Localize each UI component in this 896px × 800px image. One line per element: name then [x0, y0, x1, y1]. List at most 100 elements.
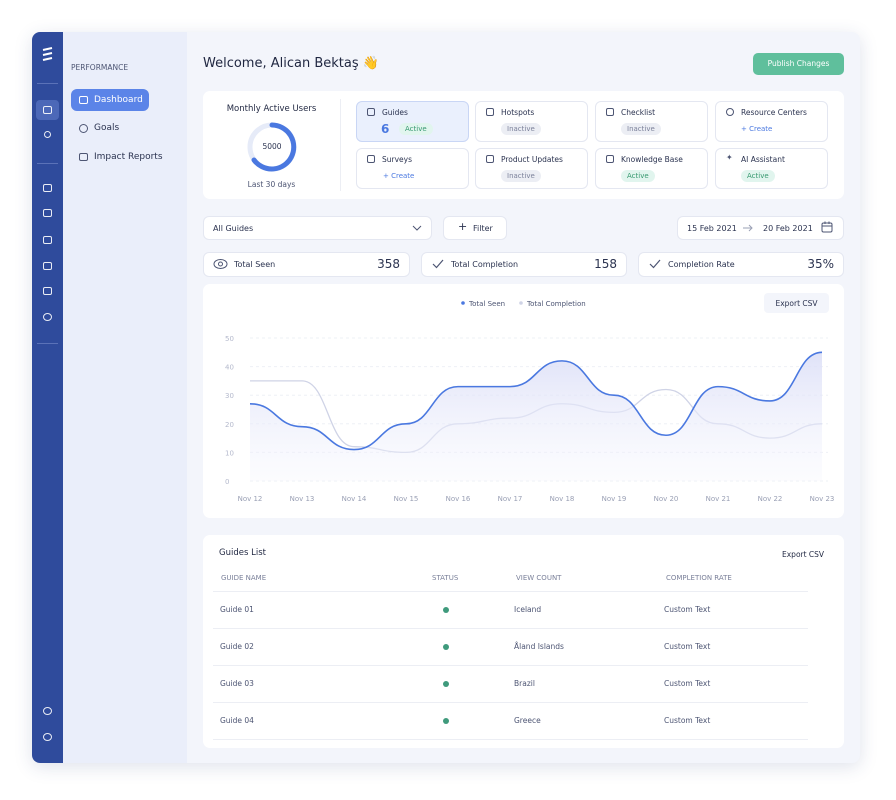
- export-button[interactable]: [764, 293, 829, 313]
- tile-label: Product Updates: [501, 155, 563, 164]
- rail-icon[interactable]: [43, 313, 52, 321]
- welcome-title: Welcome, Alican Bektaş 👋: [203, 56, 379, 71]
- completion-rate: Custom Text: [664, 642, 711, 651]
- tile-status: Inactive: [621, 123, 661, 135]
- mau-title: Monthly Active Users: [226, 104, 317, 114]
- date-range[interactable]: [677, 216, 844, 240]
- tile[interactable]: Surveys + Create: [356, 148, 469, 189]
- x-tick-label: Nov 13: [290, 495, 315, 503]
- nav-active[interactable]: [71, 89, 149, 111]
- tile-label: Knowledge Base: [621, 155, 683, 164]
- rail-active[interactable]: [36, 100, 59, 120]
- calendar-icon: [821, 221, 833, 233]
- stat-value: 35%: [807, 257, 834, 271]
- tile[interactable]: Resource Centers + Create: [715, 101, 828, 142]
- status-dot: [443, 607, 449, 613]
- view-count: Greece: [514, 716, 541, 725]
- guide-dropdown[interactable]: [203, 216, 432, 240]
- tile-status: Active: [399, 123, 433, 135]
- tile-label: Checklist: [621, 108, 656, 117]
- nav-item[interactable]: Goals: [94, 123, 120, 133]
- check-icon: [432, 259, 444, 269]
- guide-name: Guide 02: [220, 642, 254, 651]
- tile-status: Inactive: [501, 170, 541, 182]
- x-tick-label: Nov 19: [602, 495, 627, 503]
- y-tick-label: 20: [225, 421, 234, 429]
- rail-icon[interactable]: [43, 287, 52, 295]
- tile[interactable]: Checklist Inactive: [595, 101, 708, 142]
- export-label[interactable]: Export CSV: [775, 299, 818, 308]
- x-tick-label: Nov 17: [498, 495, 523, 503]
- rail-icon[interactable]: [43, 733, 52, 741]
- filter-button[interactable]: [443, 216, 507, 240]
- nav-icon: [79, 124, 88, 133]
- rail-icon[interactable]: [43, 209, 52, 217]
- publish-button[interactable]: Publish Changes: [753, 53, 844, 75]
- completion-rate: Custom Text: [664, 605, 711, 614]
- completion-rate: Custom Text: [664, 716, 711, 725]
- rail-icon[interactable]: [43, 106, 52, 114]
- completion-rate: Custom Text: [664, 679, 711, 688]
- tile-label: Guides: [382, 108, 408, 117]
- divider: [340, 99, 341, 191]
- tile-label: Surveys: [382, 155, 412, 164]
- stat-card: [638, 252, 844, 277]
- x-tick-label: Nov 22: [758, 495, 783, 503]
- arrow: [743, 224, 753, 232]
- legend-label: Total Seen: [468, 300, 505, 308]
- chevron: [412, 225, 422, 231]
- nav-icon: [79, 96, 88, 104]
- rail-icon[interactable]: [43, 262, 52, 270]
- table-title: Guides List: [219, 548, 266, 558]
- y-tick-label: 40: [225, 364, 234, 372]
- x-tick-label: Nov 14: [342, 495, 367, 503]
- tile[interactable]: ✦ AI Assistant Active: [715, 148, 828, 189]
- legend-swatch: [461, 301, 465, 305]
- table-export[interactable]: Export CSV: [782, 550, 825, 559]
- view-count: Åland Islands: [514, 642, 564, 651]
- rail-icon[interactable]: [44, 131, 51, 138]
- chart: Export CSV 0 10 20 30 40 50 Nov 12 Nov 13 Nov 14…: [203, 284, 844, 518]
- tile[interactable]: Hotspots Inactive: [475, 101, 588, 142]
- guide-name: Guide 01: [220, 605, 254, 614]
- guide-name: Guide 03: [220, 679, 254, 688]
- y-tick-label: 10: [225, 449, 234, 457]
- guides-card: [203, 535, 844, 748]
- tile[interactable]: Knowledge Base Active: [595, 148, 708, 189]
- rail-icon[interactable]: [43, 707, 52, 715]
- column-header: VIEW COUNT: [516, 574, 562, 582]
- nav-item[interactable]: Dashboard: [94, 95, 143, 105]
- dropdown-value: All Guides: [213, 224, 254, 233]
- rail-divider: [37, 83, 58, 84]
- tile[interactable]: Product Updates Inactive: [475, 148, 588, 189]
- view-count: Brazil: [514, 679, 535, 688]
- column-header: COMPLETION RATE: [666, 574, 732, 582]
- tile-status[interactable]: + Create: [383, 172, 415, 180]
- logo: [42, 47, 53, 61]
- column-header: GUIDE NAME: [221, 574, 267, 582]
- mau-period: Last 30 days: [247, 180, 296, 189]
- area: [250, 352, 822, 481]
- nav-item[interactable]: Impact Reports: [94, 152, 163, 162]
- mau-donut: [247, 122, 297, 172]
- row-separator: [213, 628, 808, 629]
- row-separator: [213, 739, 808, 740]
- tile-status[interactable]: + Create: [741, 125, 773, 133]
- tile-status: Active: [621, 170, 655, 182]
- sidebar: [63, 32, 187, 763]
- tile[interactable]: Guides 6 Active: [356, 101, 469, 142]
- rail-divider: [37, 343, 58, 344]
- plus-icon: +: [458, 220, 468, 233]
- eye-icon: [213, 259, 228, 269]
- stat-label: Total Completion: [451, 260, 519, 269]
- check-icon: [649, 259, 661, 269]
- rail-icon[interactable]: [43, 236, 52, 244]
- rail-icon[interactable]: [43, 184, 52, 192]
- x-tick-label: Nov 23: [810, 495, 835, 503]
- row-separator: [213, 591, 808, 592]
- stat-value: 158: [594, 257, 617, 271]
- x-tick-label: Nov 16: [446, 495, 471, 503]
- end-date: 20 Feb 2021: [763, 224, 813, 233]
- line: [249, 351, 823, 451]
